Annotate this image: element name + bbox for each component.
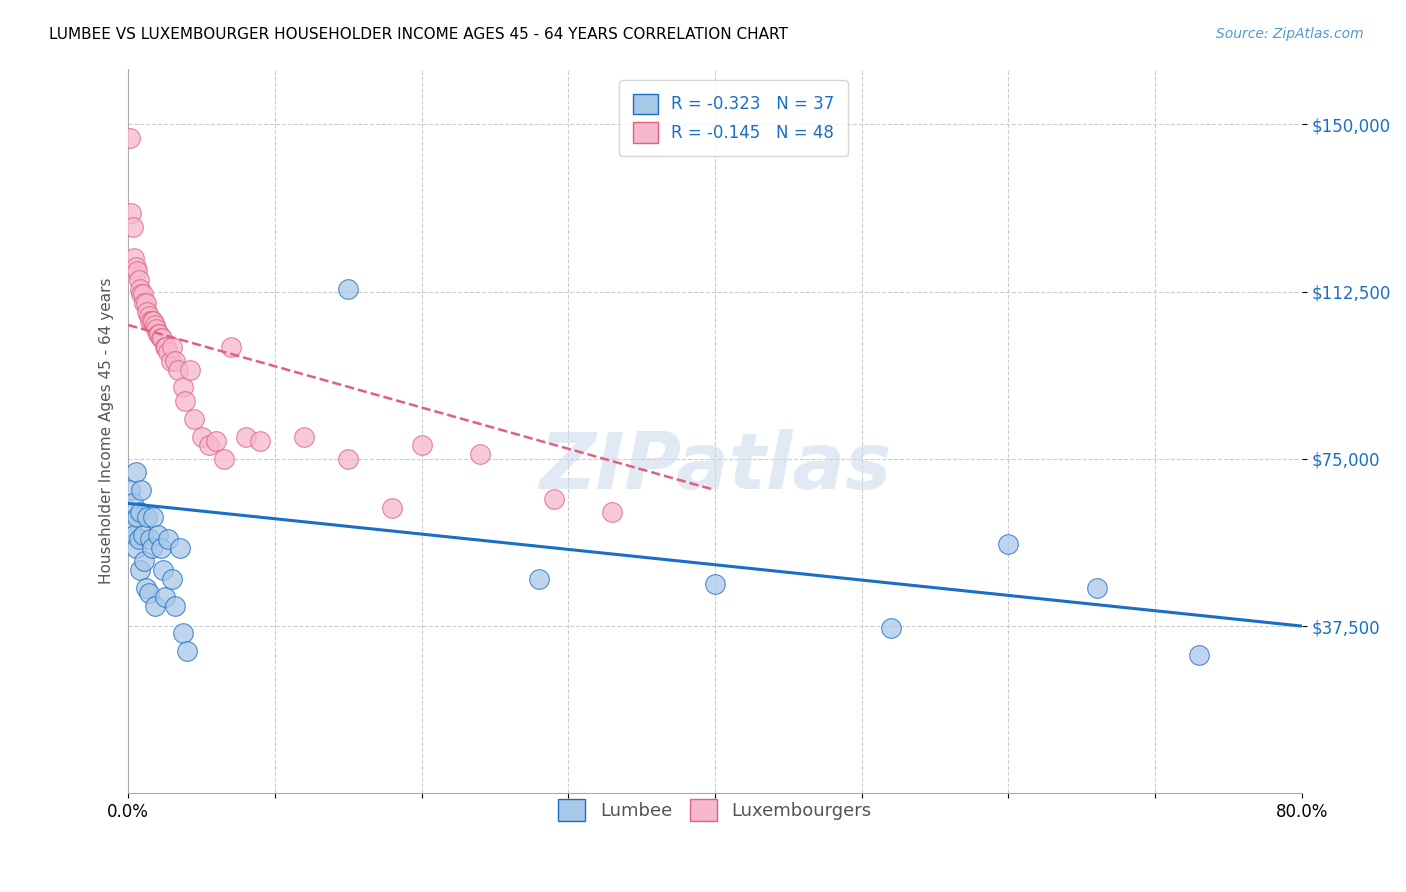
Point [997,536,1019,550]
Point [146,326,169,341]
Point [152,563,174,577]
Point [176,643,198,657]
Point [118,483,141,497]
Point [162,572,184,586]
Point [141,313,163,327]
Point [190,429,212,443]
Text: ZIPatlas: ZIPatlas [538,429,891,505]
Point [131,286,153,301]
Point [381,500,404,515]
Point [138,309,160,323]
Point [120,206,142,220]
Point [143,599,166,613]
Point [167,362,190,376]
Point [125,264,148,278]
Point [172,625,194,640]
Point [142,509,165,524]
Point [153,590,176,604]
Point [162,340,184,354]
Point [150,331,173,345]
Point [124,541,146,555]
Point [139,532,162,546]
Point [124,260,146,274]
Point [134,554,156,568]
Point [136,304,159,318]
Point [527,572,550,586]
Point [135,295,157,310]
Point [128,532,150,546]
Point [143,318,166,332]
Point [198,438,221,452]
Point [1188,648,1211,662]
Point [121,219,143,234]
Point [205,434,228,448]
Point [141,541,163,555]
Point [129,282,152,296]
Point [174,393,197,408]
Point [880,621,903,635]
Point [183,411,205,425]
Point [704,576,727,591]
Point [169,541,191,555]
Point [138,585,160,599]
Point [128,273,150,287]
Point [121,496,143,510]
Text: LUMBEE VS LUXEMBOURGER HOUSEHOLDER INCOME AGES 45 - 64 YEARS CORRELATION CHART: LUMBEE VS LUXEMBOURGER HOUSEHOLDER INCOM… [49,27,789,42]
Point [136,509,159,524]
Point [156,532,179,546]
Point [149,541,172,555]
Point [337,451,360,466]
Point [134,295,156,310]
Point [129,563,152,577]
Point [146,527,169,541]
Point [153,340,176,354]
Point [139,313,162,327]
Point [212,451,235,466]
Point [132,286,155,301]
Point [470,447,492,461]
Point [543,491,565,506]
Point [155,340,177,354]
Point [118,130,141,145]
Point [165,353,187,368]
Point [120,518,142,533]
Point [337,282,360,296]
Point [165,599,187,613]
Point [142,313,165,327]
Point [135,581,157,595]
Point [122,251,145,265]
Point [131,483,153,497]
Point [145,322,167,336]
Point [149,331,172,345]
Legend: Lumbee, Luxembourgers: Lumbee, Luxembourgers [544,784,886,835]
Point [219,340,242,354]
Point [235,429,257,443]
Point [179,362,201,376]
Point [249,434,271,448]
Y-axis label: Householder Income Ages 45 - 64 years: Householder Income Ages 45 - 64 years [100,277,114,584]
Point [1085,581,1108,595]
Point [122,527,145,541]
Point [602,505,624,519]
Point [172,380,194,394]
Point [148,326,170,341]
Text: Source: ZipAtlas.com: Source: ZipAtlas.com [1216,27,1364,41]
Point [129,505,152,519]
Point [411,438,433,452]
Point [125,509,148,524]
Point [132,527,155,541]
Point [292,429,315,443]
Point [124,465,146,479]
Point [159,353,181,368]
Point [156,344,179,359]
